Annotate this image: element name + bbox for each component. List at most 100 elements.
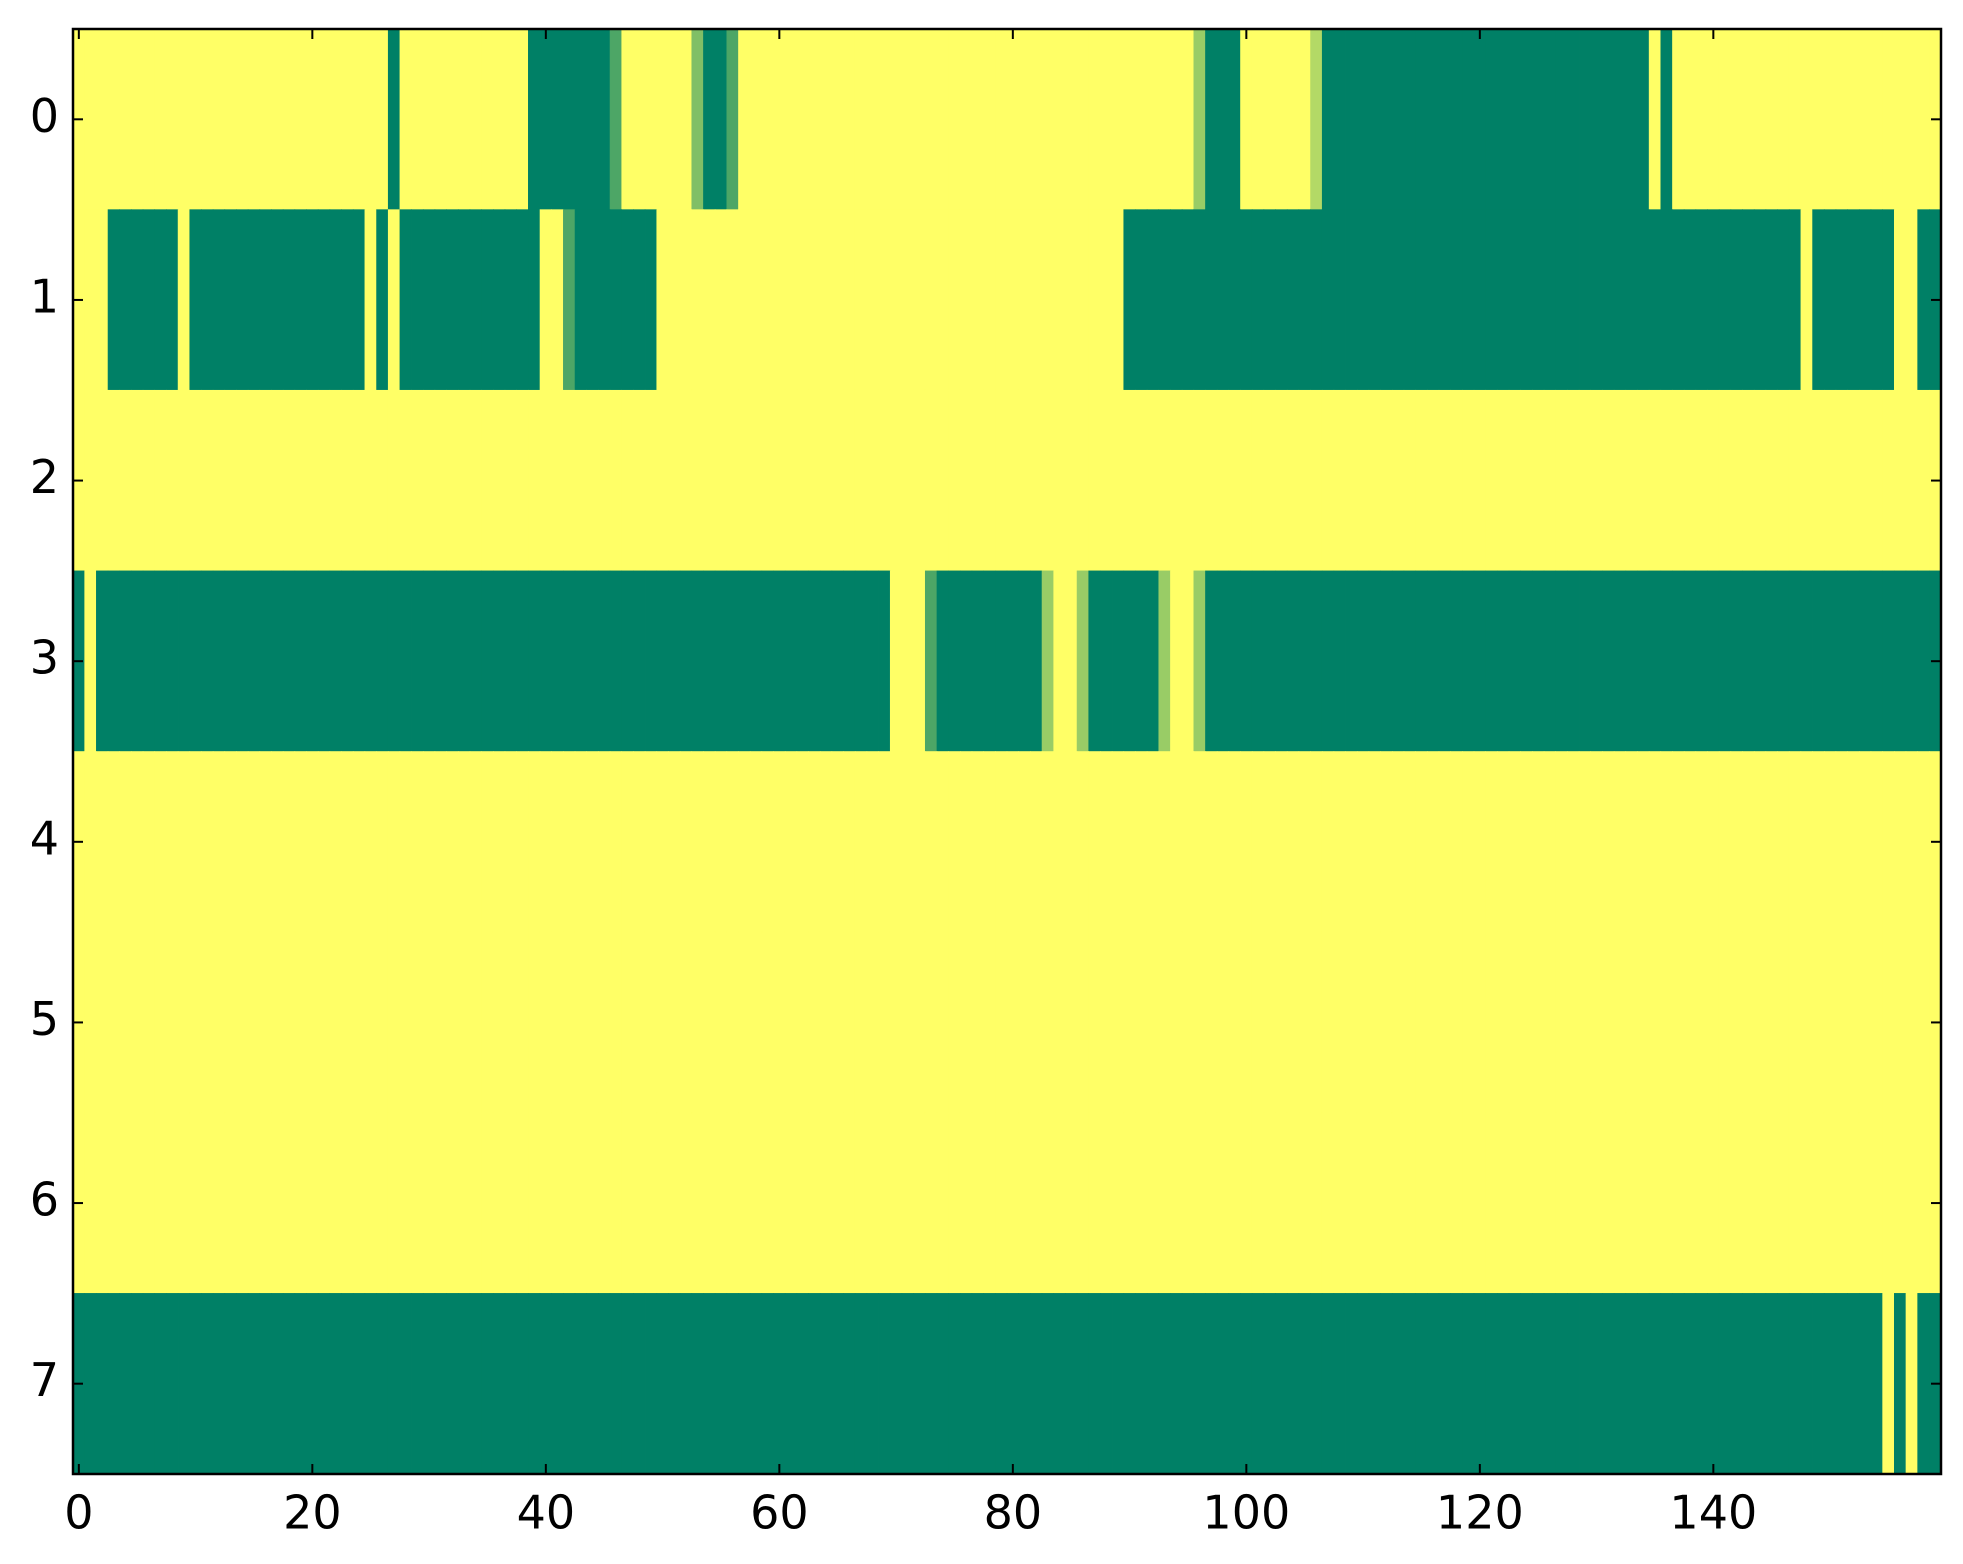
heatmap-cell (1520, 28, 1533, 210)
heatmap-cell (119, 931, 132, 1114)
heatmap-cell (995, 209, 1008, 391)
heatmap-cell (539, 28, 552, 210)
x-tick-label: 0 (64, 1486, 93, 1540)
heatmap-cell (1590, 209, 1603, 391)
heatmap-cell (1018, 570, 1031, 752)
heatmap-cell (1753, 389, 1767, 572)
heatmap-cell (434, 1293, 447, 1475)
heatmap-cell (259, 751, 272, 933)
heatmap-cell (212, 28, 226, 210)
heatmap-cell (854, 389, 868, 572)
heatmap-cell (749, 28, 763, 210)
heatmap-cell (563, 1112, 576, 1294)
heatmap-cell (1567, 1293, 1580, 1475)
heatmap-cell (96, 570, 109, 752)
heatmap-cell (1870, 751, 1883, 933)
heatmap-cell (387, 1112, 401, 1294)
heatmap-cell (1882, 209, 1895, 391)
heatmap-cell (1508, 209, 1522, 391)
heatmap-cell (1555, 28, 1568, 210)
heatmap-cell (831, 28, 844, 210)
heatmap-cell (784, 1293, 798, 1475)
heatmap-cell (1228, 1293, 1241, 1475)
heatmap-cell (1788, 389, 1802, 572)
heatmap-cell (1835, 28, 1848, 210)
heatmap-cell (819, 751, 833, 933)
heatmap-cell (1193, 931, 1206, 1114)
heatmap-cell (457, 751, 471, 933)
heatmap-cell (1823, 570, 1837, 752)
heatmap-cell (1683, 1293, 1697, 1475)
heatmap-cell (878, 1112, 891, 1294)
heatmap-cell (84, 209, 97, 391)
heatmap-cell (1905, 751, 1918, 933)
heatmap-cell (306, 570, 319, 752)
x-tick-label: 140 (1669, 1486, 1757, 1540)
heatmap-cell (1753, 751, 1767, 933)
heatmap-cell (142, 570, 156, 752)
heatmap-cell (166, 209, 179, 391)
heatmap-cell (948, 28, 961, 210)
heatmap-cell (668, 209, 681, 391)
heatmap-cell (516, 570, 529, 752)
heatmap-cell (913, 1112, 926, 1294)
heatmap-cell (1637, 570, 1650, 752)
heatmap-cell (1823, 931, 1837, 1114)
heatmap-cell (668, 1112, 681, 1294)
heatmap-cell (1065, 1293, 1078, 1475)
heatmap-cell (376, 1293, 389, 1475)
heatmap-cell (1076, 751, 1090, 933)
y-tick-label: 3 (30, 631, 59, 685)
heatmap-cell (154, 209, 167, 391)
heatmap-cell (1718, 1112, 1732, 1294)
heatmap-cell (1835, 389, 1848, 572)
heatmap-cell (329, 1293, 342, 1475)
heatmap-cell (96, 751, 109, 933)
heatmap-cell (738, 1293, 751, 1475)
heatmap-cell (1753, 570, 1767, 752)
heatmap-cell (1812, 931, 1825, 1114)
heatmap-cell (1251, 209, 1265, 391)
heatmap-cell (1205, 931, 1218, 1114)
heatmap-cell (387, 570, 401, 752)
heatmap-cell (1695, 751, 1708, 933)
heatmap-cell (1135, 28, 1148, 210)
heatmap-cell (995, 28, 1008, 210)
heatmap-cell (1391, 1293, 1405, 1475)
heatmap-cell (913, 931, 926, 1114)
heatmap-cell (1088, 570, 1101, 752)
heatmap-cell (317, 751, 331, 933)
heatmap-cell (1438, 209, 1451, 391)
heatmap-cell (1543, 1293, 1557, 1475)
heatmap-cell (294, 389, 307, 572)
heatmap-cell (1041, 751, 1055, 933)
heatmap-cell (796, 28, 809, 210)
heatmap-cell (539, 1112, 552, 1294)
heatmap-cell (1088, 1293, 1101, 1475)
heatmap-cell (1532, 1112, 1545, 1294)
heatmap-cell (1567, 28, 1580, 210)
heatmap-cell (341, 751, 354, 933)
heatmap-cell (1812, 1293, 1825, 1475)
heatmap-cell (1835, 931, 1848, 1114)
heatmap-cell (1391, 1112, 1405, 1294)
heatmap-cell (1321, 751, 1335, 933)
heatmap-cell (878, 28, 891, 210)
heatmap-cell (142, 931, 156, 1114)
heatmap-cell (1462, 389, 1475, 572)
heatmap-cell (691, 28, 704, 210)
heatmap-cell (1882, 1112, 1895, 1294)
heatmap-cell (563, 570, 576, 752)
heatmap-cell (189, 209, 202, 391)
heatmap-cell (224, 570, 237, 752)
heatmap-cell (399, 28, 412, 210)
heatmap-cell (294, 931, 307, 1114)
heatmap-cell (504, 751, 517, 933)
heatmap-cell (1520, 931, 1533, 1114)
heatmap-cell (749, 1293, 763, 1475)
heatmap-cell (166, 28, 179, 210)
heatmap-cell (1777, 389, 1790, 572)
heatmap-cell (1006, 570, 1019, 752)
heatmap-cell (1216, 209, 1230, 391)
heatmap-cell (1742, 570, 1755, 752)
